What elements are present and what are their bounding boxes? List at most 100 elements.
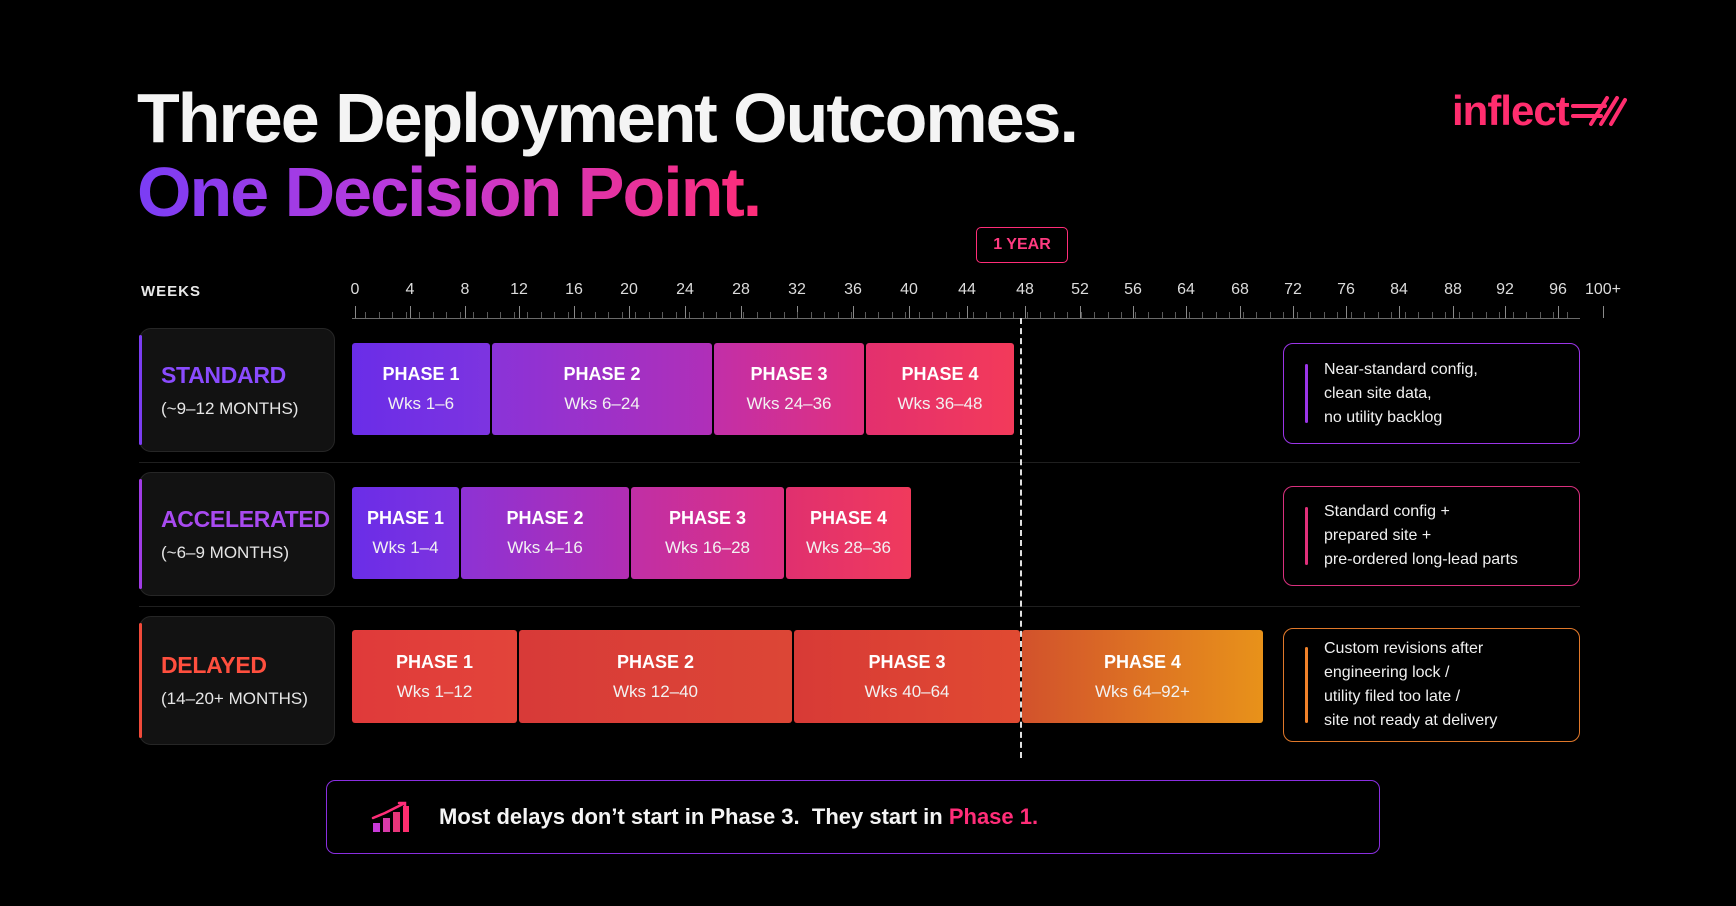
row-name: ACCELERATED <box>161 505 330 532</box>
note-line: site not ready at delivery <box>1324 712 1498 729</box>
x-minor-tick <box>1000 312 1001 318</box>
x-tick-label: 52 <box>1071 281 1089 298</box>
x-minor-tick <box>1162 312 1163 318</box>
x-tick-label: 68 <box>1231 281 1249 298</box>
x-minor-tick <box>865 312 866 318</box>
x-minor-tick <box>824 312 825 318</box>
x-minor-tick <box>797 312 798 318</box>
bar-chart-growth-icon <box>371 801 409 832</box>
x-minor-tick <box>1378 312 1379 318</box>
x-tick-label: 20 <box>620 281 638 298</box>
one-year-marker-line <box>1020 318 1022 758</box>
x-minor-tick <box>1054 312 1055 318</box>
x-minor-tick <box>433 312 434 318</box>
phase-weeks: Wks 12–40 <box>612 681 699 701</box>
row-note-delayed: Custom revisions after engineering lock … <box>1283 628 1580 742</box>
x-minor-tick <box>743 312 744 318</box>
x-minor-tick <box>527 312 528 318</box>
page-title: Three Deployment Outcomes. <box>137 79 1079 157</box>
x-minor-tick <box>716 312 717 318</box>
phase-label: PHASE 2 <box>506 508 584 528</box>
x-minor-tick <box>1189 312 1190 318</box>
x-tick-label: 76 <box>1337 281 1355 298</box>
note-line: pre-ordered long-lead parts <box>1324 551 1518 568</box>
x-tick <box>1453 306 1454 318</box>
x-minor-tick <box>1405 312 1406 318</box>
x-minor-tick <box>379 312 380 318</box>
x-tick <box>574 306 575 318</box>
x-minor-tick <box>541 312 542 318</box>
x-minor-tick <box>581 312 582 318</box>
row-divider <box>139 462 1580 463</box>
x-tick-label: 24 <box>676 281 694 298</box>
row-divider <box>139 606 1580 607</box>
x-tick-label: 16 <box>565 281 583 298</box>
x-minor-tick <box>1216 312 1217 318</box>
x-tick <box>1603 306 1604 318</box>
phase-label: PHASE 4 <box>809 508 888 528</box>
x-minor-tick <box>905 312 906 318</box>
x-tick-label: 28 <box>732 281 750 298</box>
phase-weeks: Wks 4–16 <box>507 538 583 557</box>
note-line: utility filed too late / <box>1324 688 1461 705</box>
x-minor-tick <box>622 312 623 318</box>
x-minor-tick <box>838 312 839 318</box>
phase-weeks: Wks 6–24 <box>564 394 640 413</box>
phase-weeks: Wks 1–6 <box>387 394 455 413</box>
x-tick-label: 8 <box>460 281 470 298</box>
x-minor-tick <box>1486 312 1487 318</box>
x-minor-tick <box>1081 312 1082 318</box>
phase-weeks: Wks 1–12 <box>396 681 473 701</box>
row-duration: (~6–9 MONTHS) <box>161 542 289 562</box>
x-minor-tick <box>460 312 461 318</box>
note-line: Custom revisions after <box>1324 640 1484 657</box>
x-minor-tick <box>1270 312 1271 318</box>
phase-bar: PHASE 3 Wks 40–64 <box>794 630 1020 723</box>
x-minor-tick <box>595 312 596 318</box>
x-tick <box>685 306 686 318</box>
phase-label: PHASE 3 <box>750 364 828 384</box>
footer-text: Most delays don’t start in Phase 3. They… <box>439 804 1038 830</box>
row-accent <box>139 335 142 445</box>
x-minor-tick <box>1418 312 1419 318</box>
x-minor-tick <box>851 312 852 318</box>
x-tick-label: 0 <box>350 281 360 298</box>
x-tick <box>1293 306 1294 318</box>
x-tick <box>1025 306 1026 318</box>
x-minor-tick <box>1229 312 1230 318</box>
footer-text-part1: Most delays don’t start in Phase 3. <box>439 804 800 829</box>
one-year-marker-badge: 1 YEAR <box>976 227 1068 263</box>
note-line: prepared site + <box>1324 527 1432 544</box>
phase-label: PHASE 3 <box>668 508 747 528</box>
row-name: DELAYED <box>161 652 267 678</box>
x-minor-tick <box>1108 312 1109 318</box>
x-tick <box>909 306 910 318</box>
note-line: Standard config + <box>1324 503 1450 520</box>
note-accent <box>1305 647 1308 723</box>
row-label-standard: STANDARD (~9–12 MONTHS) <box>139 328 335 452</box>
note-line: Near-standard config, <box>1324 360 1478 378</box>
phase-bar: PHASE 4 Wks 36–48 <box>866 343 1014 435</box>
note-line: clean site data, <box>1324 384 1432 402</box>
x-minor-tick <box>649 312 650 318</box>
phase-weeks: Wks 40–64 <box>864 681 950 701</box>
x-minor-tick <box>1337 312 1338 318</box>
x-minor-tick <box>1540 312 1541 318</box>
row-label-accelerated: ACCELERATED (~6–9 MONTHS) <box>139 472 335 596</box>
x-tick-label: 72 <box>1284 281 1302 298</box>
x-tick <box>1558 306 1559 318</box>
phase-label: PHASE 3 <box>868 651 946 672</box>
x-tick <box>1186 306 1187 318</box>
x-tick <box>1240 306 1241 318</box>
x-minor-tick <box>1310 312 1311 318</box>
x-minor-tick <box>554 312 555 318</box>
x-tick-label: 84 <box>1390 281 1408 298</box>
x-tick-label: 88 <box>1444 281 1462 298</box>
x-minor-tick <box>1445 312 1446 318</box>
phase-weeks: Wks 1–4 <box>372 538 439 557</box>
phase-bar: PHASE 4 Wks 64–92+ <box>1022 630 1263 723</box>
x-tick <box>853 306 854 318</box>
x-minor-tick <box>676 312 677 318</box>
x-minor-tick <box>473 312 474 318</box>
x-minor-tick <box>568 312 569 318</box>
